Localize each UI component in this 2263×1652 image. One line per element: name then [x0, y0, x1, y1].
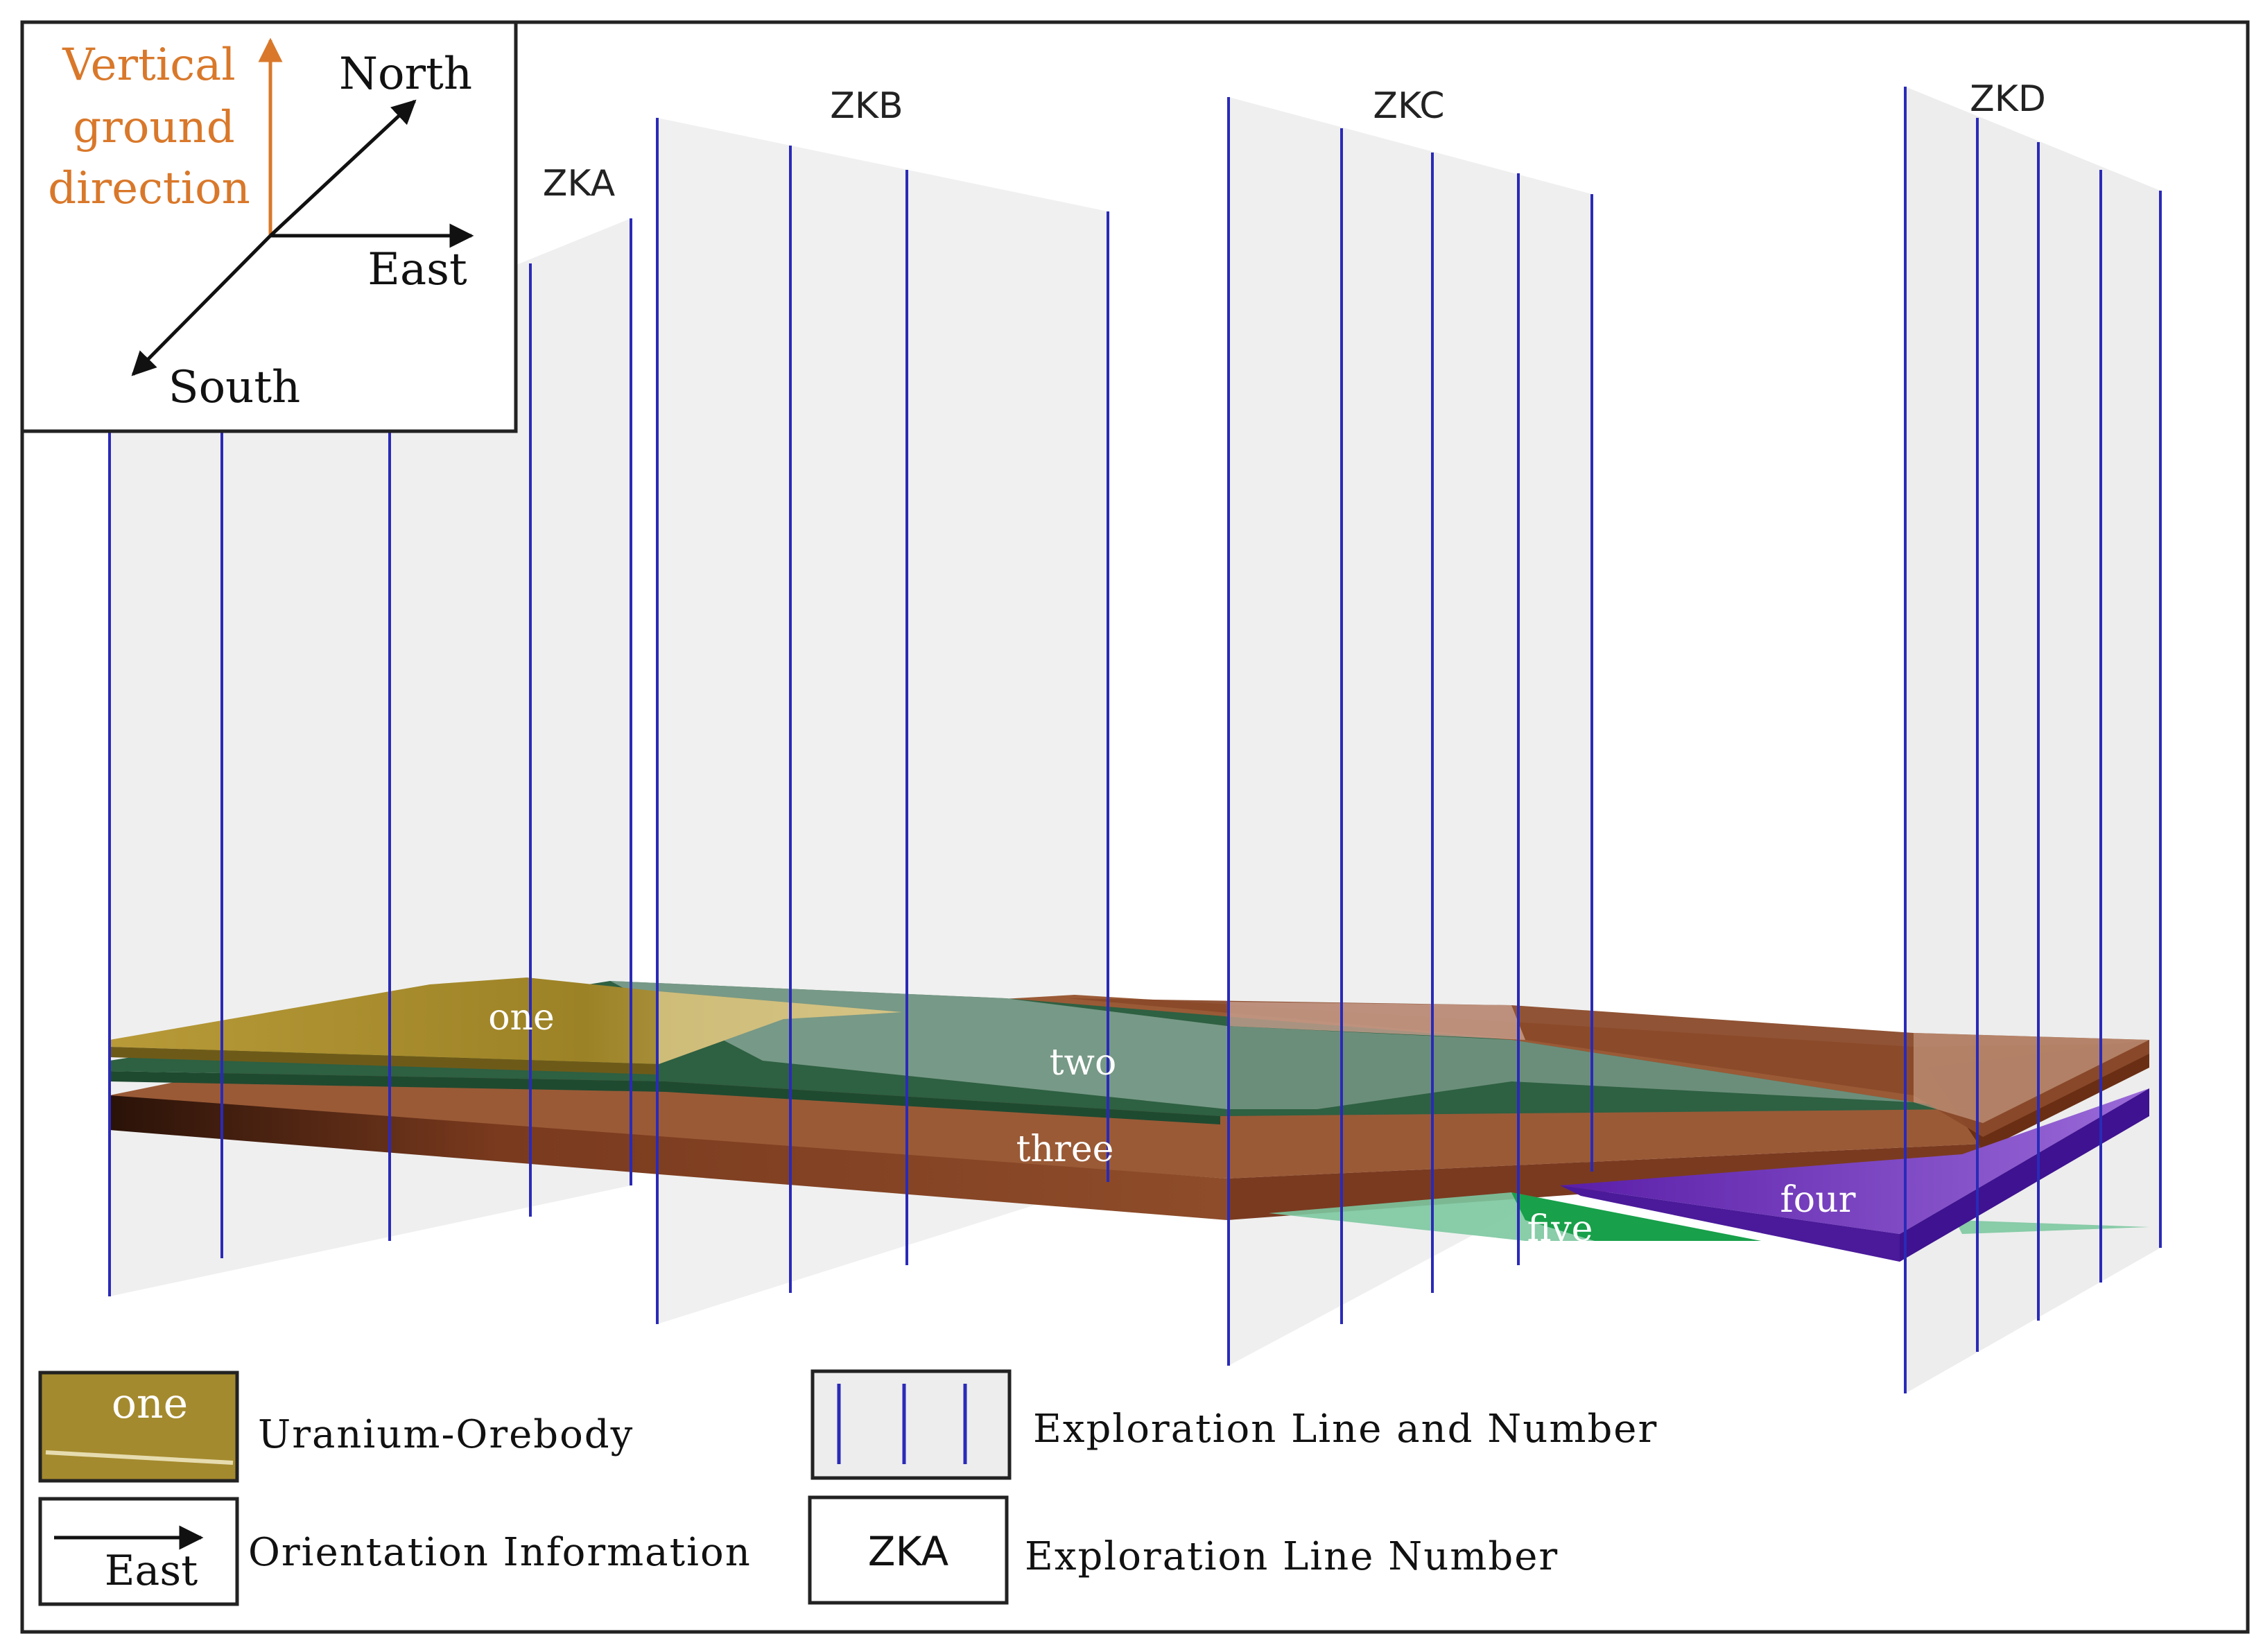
- legend-orientation-swatch: [38, 1497, 239, 1606]
- south-label: South: [168, 362, 301, 413]
- orebody-two-right: [1227, 1026, 1914, 1109]
- orebody-two-label: two: [1050, 1042, 1117, 1084]
- orebody-three-cap-fade: [1914, 1033, 2149, 1123]
- orebody-three-cap: [1068, 998, 2149, 1137]
- label-zka: ZKA: [543, 163, 616, 205]
- label-zkc: ZKC: [1373, 85, 1444, 127]
- orebody-four-label: four: [1780, 1179, 1856, 1221]
- orebody-three-cap-light: [1227, 1002, 1525, 1040]
- legend-line-number-label: Exploration Line Number: [1025, 1534, 1559, 1579]
- orebody-five: [1269, 1192, 2149, 1241]
- orebody-four-side: [1900, 1088, 2149, 1262]
- vertical-label-line-1: Vertical: [62, 40, 235, 91]
- legend-orientation-sample: East: [105, 1547, 198, 1595]
- orebody-five-right-tail: [1955, 1220, 2149, 1234]
- east-label: East: [367, 244, 467, 295]
- orebody-three-label: three: [1016, 1129, 1114, 1170]
- legend-orebody-swatch-stripe: [45, 1450, 234, 1465]
- legend-orebody-sample: one: [112, 1380, 188, 1428]
- vertical-label-line-2: ground: [73, 102, 235, 153]
- orebody-one-side: [110, 1047, 659, 1075]
- exploration-lines: [108, 87, 2162, 1393]
- legend: one Uranium-Orebody Exploration Line and…: [38, 1369, 1658, 1606]
- legend-exploration-line-label: Exploration Line and Number: [1033, 1407, 1658, 1452]
- vertical-label-line-3: direction: [48, 163, 250, 214]
- orebody-five-label: five: [1527, 1208, 1593, 1250]
- legend-orientation-label: Orientation Information: [248, 1530, 752, 1575]
- orebody-one-pale: [659, 991, 901, 1064]
- legend-line-number: ZKA Exploration Line Number: [808, 1495, 1559, 1605]
- compass-box: Vertical ground direction North East Sou…: [20, 20, 518, 433]
- south-arrow: [131, 234, 272, 376]
- legend-orientation: East Orientation Information: [38, 1497, 752, 1606]
- legend-line-number-swatch: [808, 1495, 1009, 1605]
- legend-orebody: one Uranium-Orebody: [38, 1371, 634, 1483]
- north-arrow: [269, 99, 417, 237]
- orebody-two-side: [110, 1071, 1220, 1124]
- orebody-five-core: [1511, 1192, 1761, 1241]
- orebody-four-top: [1560, 1088, 2149, 1234]
- legend-orebody-label: Uranium-Orebody: [258, 1412, 634, 1457]
- north-label: North: [339, 49, 472, 100]
- orebody-one-label: one: [488, 997, 555, 1038]
- orebody-four: [1560, 1088, 2149, 1262]
- legend-exploration-line-swatch: [810, 1369, 1012, 1480]
- label-zkd: ZKD: [1970, 78, 2046, 120]
- legend-exploration-line: Exploration Line and Number: [810, 1369, 1658, 1480]
- orebody-four-bottom: [1560, 1185, 1900, 1262]
- legend-line-number-sample: ZKA: [868, 1528, 949, 1575]
- orebody-one: [110, 977, 901, 1075]
- label-zkb: ZKB: [830, 85, 903, 127]
